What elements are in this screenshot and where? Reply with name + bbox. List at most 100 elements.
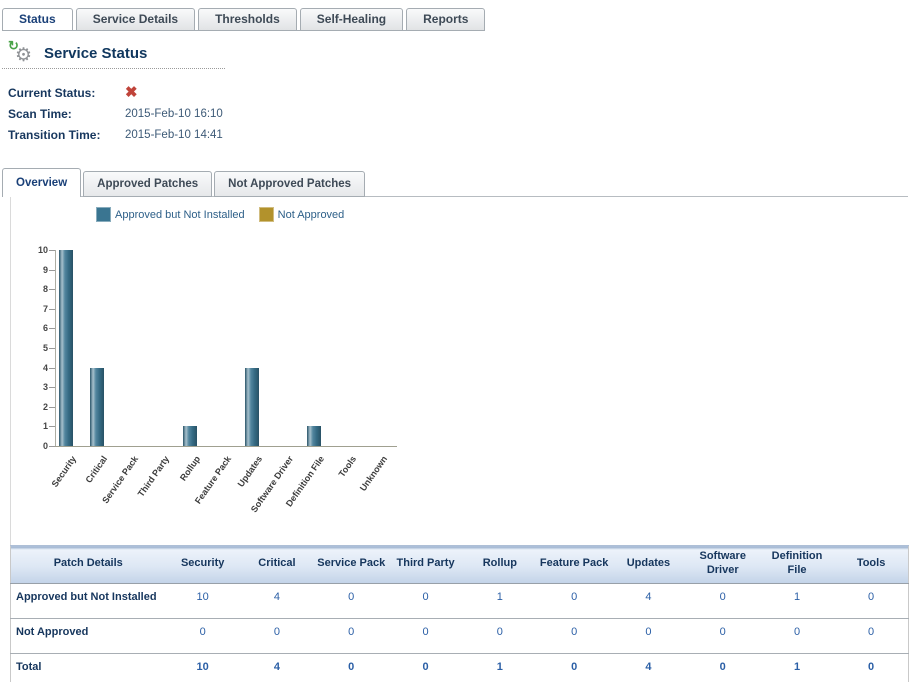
transition-time-value: 2015-Feb-10 14:41 — [125, 128, 223, 141]
table-row-total: Total 10 4 0 0 1 0 4 0 1 0 — [10, 653, 909, 682]
legend-label-not-approved: Not Approved — [277, 208, 345, 221]
table-row-not-approved: Not Approved 0 0 0 0 0 0 0 0 0 0 — [10, 618, 909, 654]
legend-swatch-approved-but-not-installed — [96, 207, 111, 222]
x-axis-label-third-party: Third Party — [135, 454, 172, 499]
y-axis-tick-9 — [49, 269, 55, 271]
x-axis-label-definition-file: Definition File — [284, 454, 327, 509]
y-axis-tick-4 — [49, 367, 55, 369]
services-gear-icon: ↻ ⚙ — [8, 38, 32, 66]
cell-not-approved-security: 0 — [165, 618, 240, 654]
tab-service-details[interactable]: Service Details — [75, 8, 196, 31]
green-refresh-icon: ↻ — [8, 38, 19, 53]
x-axis-label-rollup: Rollup — [177, 454, 203, 483]
table-header-row: Patch Details Security Critical Service Pac… — [10, 545, 909, 584]
page-header: ↻ ⚙ Service Status — [8, 38, 148, 66]
x-axis-label-unknown: Unknown — [357, 454, 389, 493]
subtab-overview[interactable]: Overview — [2, 168, 82, 197]
cell-total-rollup: 1 — [462, 653, 537, 682]
gear-icon: ⚙ — [14, 45, 32, 66]
x-axis-label-tools: Tools — [336, 454, 358, 479]
bar-approved-but-not-installed-security — [58, 250, 73, 446]
x-axis-label-feature-pack: Feature Pack — [192, 454, 234, 506]
patch-view-tab-bar: Overview Approved Patches Not Approved Pat… — [2, 166, 366, 197]
cell-not-approved-definition-file: 0 — [759, 618, 835, 654]
table-row-approved-but-not-installed: Approved but Not Installed 10 4 0 0 1 0 4 0 1 0 — [10, 583, 909, 619]
panel-left-border — [10, 197, 11, 670]
column-header-rollup: Rollup — [462, 545, 537, 584]
y-axis-tick-8 — [49, 289, 55, 291]
bar-approved-but-not-installed-definition-file — [307, 426, 322, 446]
legend-item-not-approved: Not Approved — [258, 207, 345, 222]
y-axis-tick-label-6: 6 — [42, 323, 48, 334]
subtab-not-approved-patches[interactable]: Not Approved Patches — [214, 171, 366, 197]
cell-total-updates: 4 — [611, 653, 686, 682]
tab-thresholds[interactable]: Thresholds — [198, 8, 297, 31]
patch-details-table: Patch Details Security Critical Service Pac… — [10, 545, 909, 682]
x-axis-label-service-pack: Service Pack — [99, 454, 140, 506]
page-title: Service Status — [44, 44, 148, 62]
column-header-third-party: Third Party — [388, 545, 463, 584]
y-axis-tick-label-1: 1 — [42, 421, 48, 432]
column-header-patch-details: Patch Details — [10, 545, 166, 584]
tab-reports[interactable]: Reports — [406, 8, 486, 31]
legend-label-approved-but-not-installed: Approved but Not Installed — [115, 208, 245, 221]
cell-not-approved-updates: 0 — [611, 618, 686, 654]
tab-self-healing[interactable]: Self-Healing — [299, 8, 404, 31]
cell-not-approved-critical: 0 — [239, 618, 315, 654]
x-axis-label-software-driver: Software Driver — [249, 454, 296, 515]
cell-not-approved-rollup: 0 — [462, 618, 537, 654]
cell-not-approved-tools: 0 — [834, 618, 909, 654]
x-axis-label-critical: Critical — [83, 454, 109, 485]
y-axis-tick-label-10: 10 — [37, 245, 48, 255]
current-status-label: Current Status: — [8, 85, 96, 100]
y-axis-tick-label-2: 2 — [42, 401, 48, 412]
cell-approved-but-not-installed-tools: 0 — [834, 583, 909, 619]
chart-legend: Approved but Not Installed Not Approved — [96, 207, 344, 222]
cell-total-critical: 4 — [239, 653, 315, 682]
cell-approved-but-not-installed-rollup: 1 — [462, 583, 537, 619]
cell-total-software-driver: 0 — [685, 653, 760, 682]
x-axis-line — [55, 446, 397, 447]
scan-time-value: 2015-Feb-10 16:10 — [125, 107, 223, 120]
bar-approved-but-not-installed-rollup — [183, 426, 197, 446]
y-axis-tick-7 — [49, 308, 55, 310]
cell-approved-but-not-installed-software-driver: 0 — [685, 583, 760, 619]
y-axis-line — [55, 250, 56, 447]
y-axis-tick-3 — [49, 387, 55, 389]
y-axis-tick-10 — [49, 250, 55, 251]
column-header-tools: Tools — [834, 545, 909, 584]
cell-total-service-pack: 0 — [314, 653, 389, 682]
cell-total-tools: 0 — [834, 653, 909, 682]
tab-status[interactable]: Status — [2, 8, 73, 31]
column-header-service-pack: Service Pack — [314, 545, 389, 584]
row-label-total: Total — [10, 653, 166, 682]
column-header-feature-pack: Feature Pack — [536, 545, 612, 584]
y-axis-tick-5 — [49, 348, 55, 349]
transition-time-label: Transition Time: — [8, 127, 101, 142]
bar-approved-but-not-installed-updates — [245, 367, 260, 446]
cell-approved-but-not-installed-critical: 4 — [239, 583, 315, 619]
y-axis-tick-label-4: 4 — [42, 362, 48, 373]
cell-not-approved-service-pack: 0 — [314, 618, 389, 654]
scan-time-row: Scan Time: 2015-Feb-10 16:10 — [8, 103, 223, 124]
cell-approved-but-not-installed-definition-file: 1 — [759, 583, 835, 619]
column-header-updates: Updates — [611, 545, 686, 584]
cell-approved-but-not-installed-service-pack: 0 — [314, 583, 389, 619]
y-axis-tick-label-9: 9 — [42, 264, 48, 275]
header-divider — [2, 68, 225, 69]
subtab-approved-patches[interactable]: Approved Patches — [83, 171, 213, 197]
cell-approved-but-not-installed-security: 10 — [165, 583, 240, 619]
column-header-security: Security — [165, 545, 240, 584]
scan-time-label: Scan Time: — [8, 106, 72, 121]
x-axis-label-security: Security — [49, 454, 78, 489]
cell-not-approved-software-driver: 0 — [685, 618, 760, 654]
column-header-definition-file: Definition File — [759, 545, 835, 584]
current-status-row: Current Status: ✖ — [8, 82, 223, 103]
y-axis-tick-2 — [49, 406, 55, 408]
y-axis-tick-label-5: 5 — [42, 343, 48, 353]
bar-approved-but-not-installed-critical — [89, 367, 104, 446]
y-axis-tick-label-8: 8 — [42, 284, 48, 295]
red-x-error-icon: ✖ — [125, 83, 138, 101]
row-label-approved-but-not-installed: Approved but Not Installed — [10, 583, 166, 619]
